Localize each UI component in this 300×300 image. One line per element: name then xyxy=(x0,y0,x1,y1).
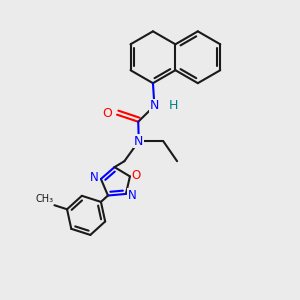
Text: O: O xyxy=(132,169,141,182)
Text: N: N xyxy=(134,135,143,148)
Text: H: H xyxy=(168,99,178,112)
Text: CH₃: CH₃ xyxy=(35,194,53,204)
Text: N: N xyxy=(150,99,159,112)
Text: N: N xyxy=(90,171,99,184)
Text: N: N xyxy=(128,189,137,202)
Text: O: O xyxy=(102,107,112,120)
